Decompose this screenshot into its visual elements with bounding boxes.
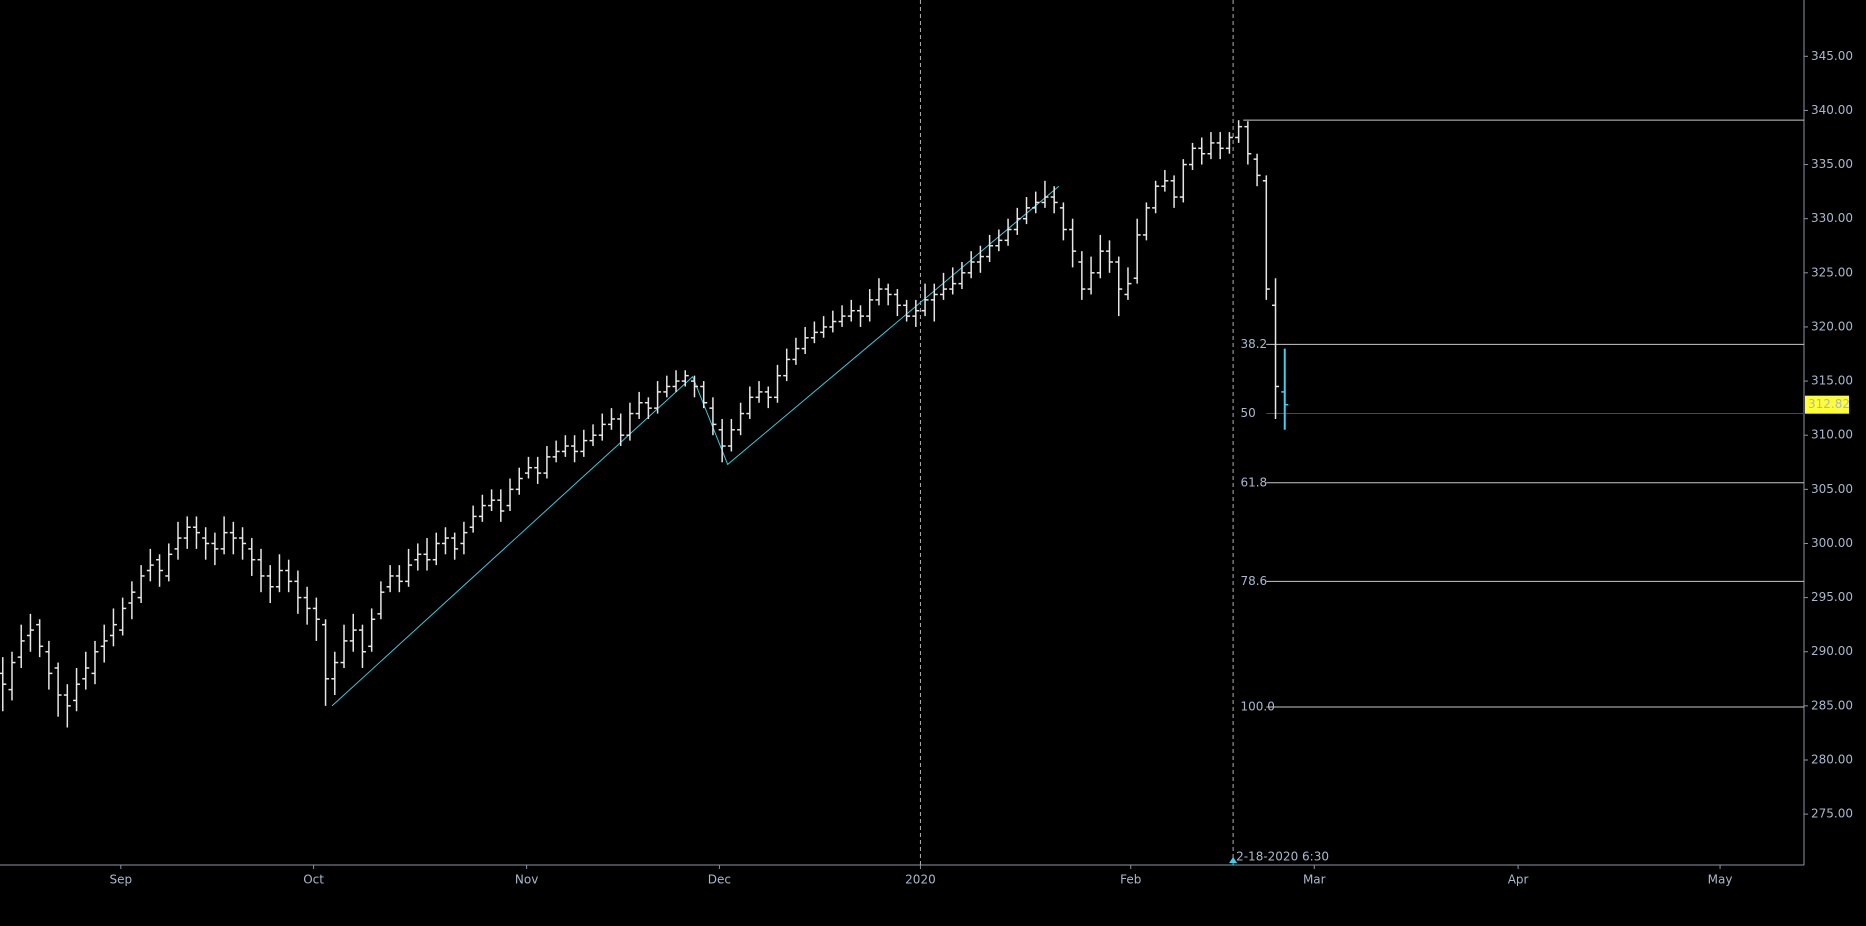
y-tick-label: 335.00	[1811, 157, 1853, 171]
y-tick-label: 340.00	[1811, 103, 1853, 117]
x-tick-label: Sep	[110, 873, 133, 887]
x-tick-label: May	[1708, 873, 1733, 887]
fib-level-label: 61.8	[1240, 475, 1267, 489]
y-tick-label: 310.00	[1811, 428, 1853, 442]
x-tick-label: Oct	[303, 873, 324, 887]
x-tick-label: Apr	[1508, 873, 1529, 887]
fib-level-label: 78.6	[1240, 574, 1267, 588]
x-tick-label: Feb	[1120, 873, 1141, 887]
fib-level-label: 38.2	[1240, 337, 1267, 351]
marker-triangle	[1229, 857, 1238, 863]
fib-level-label: 100.0	[1240, 699, 1274, 713]
y-tick-label: 300.00	[1811, 536, 1853, 550]
trend-line	[331, 185, 1060, 707]
x-tick-label: Dec	[708, 873, 731, 887]
y-tick-label: 345.00	[1811, 49, 1853, 63]
y-tick-label: 305.00	[1811, 482, 1853, 496]
y-tick-label: 295.00	[1811, 590, 1853, 604]
y-tick-label: 290.00	[1811, 644, 1853, 658]
y-tick-label: 320.00	[1811, 319, 1853, 333]
y-tick-label: 315.00	[1811, 374, 1853, 388]
marker-label: 2-18-2020 6:30	[1236, 850, 1329, 864]
y-tick-label: 285.00	[1811, 698, 1853, 712]
fib-level-label: 50	[1240, 406, 1255, 420]
y-tick-label: 280.00	[1811, 752, 1853, 766]
x-tick-label: 2020	[905, 873, 936, 887]
last-price-box	[1805, 395, 1849, 414]
last-price-label: 312.82	[1808, 397, 1850, 411]
y-tick-label: 330.00	[1811, 211, 1853, 225]
x-tick-label: Nov	[515, 873, 538, 887]
y-tick-label: 325.00	[1811, 265, 1853, 279]
x-tick-label: Mar	[1303, 873, 1326, 887]
y-tick-label: 275.00	[1811, 807, 1853, 821]
